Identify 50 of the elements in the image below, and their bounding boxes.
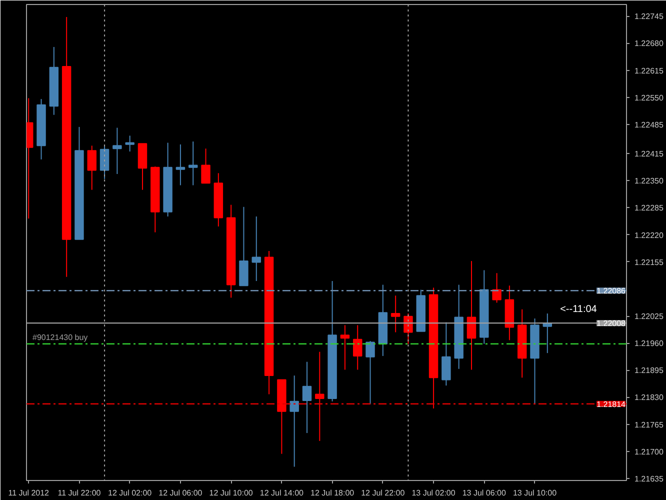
x-tick-label: 11 Jul 2012 (8, 488, 50, 498)
y-tick-label: 1.22025 (634, 312, 664, 322)
ref-line-label: 1.22008 (596, 319, 626, 328)
candlestick (125, 135, 134, 152)
candlestick (176, 144, 186, 186)
candlestick (466, 260, 476, 370)
y-tick-label: 1.22155 (634, 258, 664, 267)
y-tick-label: 1.22485 (634, 120, 664, 130)
y-tick-label: 1.21765 (634, 420, 664, 430)
ref-line-label: 1.21814 (596, 400, 626, 409)
y-tick-label: 1.22745 (634, 12, 664, 22)
y-tick-label: 1.21895 (634, 366, 664, 376)
x-tick-label: 12 Jul 06:00 (158, 488, 203, 498)
candlestick (352, 324, 362, 370)
ref-line-label: #90121430 buy (32, 332, 88, 342)
candlestick (302, 361, 312, 434)
candlestick (252, 216, 261, 282)
x-tick-label: 12 Jul 14:00 (260, 488, 304, 498)
candlestick (201, 148, 210, 184)
candlestick (112, 127, 122, 174)
x-tick-label: 11 Jul 22:00 (58, 488, 102, 498)
y-tick-label: 1.22350 (634, 176, 664, 186)
candlestick (340, 324, 350, 370)
x-tick-label: 12 Jul 10:00 (209, 488, 254, 498)
x-tick-label: 12 Jul 18:00 (310, 488, 355, 498)
candlestick (442, 322, 451, 386)
x-tick-label: 13 Jul 06:00 (462, 488, 506, 498)
y-tick-label: 1.22220 (634, 230, 664, 240)
ref-line-label: 1.22086 (596, 286, 626, 296)
candlestick (366, 340, 375, 405)
candlestick (188, 141, 198, 186)
annotation: <--11:04 (560, 304, 598, 315)
candlestick (315, 351, 324, 442)
candlestick (87, 145, 96, 190)
y-tick-label: 1.21700 (634, 447, 664, 456)
y-tick-label: 1.22285 (634, 204, 664, 213)
y-tick-label: 1.21830 (634, 393, 664, 402)
y-tick-label: 1.22550 (634, 93, 664, 102)
y-tick-label: 1.21960 (634, 339, 664, 348)
y-tick-label: 1.22680 (634, 39, 664, 48)
y-tick-label: 1.21635 (634, 474, 664, 484)
candlestick (390, 295, 400, 333)
x-tick-label: 13 Jul 02:00 (412, 488, 456, 498)
candlestick (492, 272, 502, 304)
candlestick (290, 375, 299, 468)
y-tick-label: 1.22415 (634, 150, 664, 159)
y-tick-label: 1.22615 (634, 66, 664, 76)
x-tick-label: 13 Jul 10:00 (512, 488, 558, 498)
x-tick-label: 12 Jul 02:00 (108, 488, 152, 498)
x-tick-label: 12 Jul 22:00 (361, 488, 406, 498)
